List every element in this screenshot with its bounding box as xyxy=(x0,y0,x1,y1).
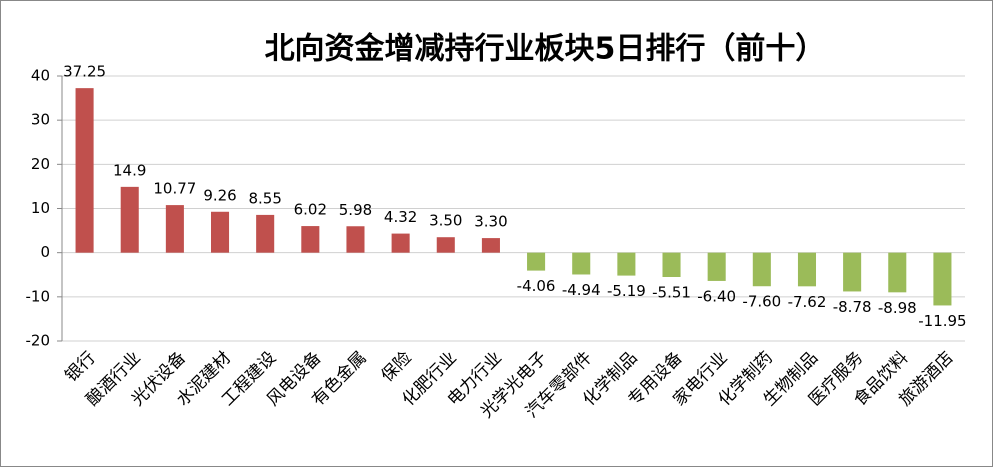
bar xyxy=(933,252,952,306)
bar xyxy=(346,226,365,253)
y-tick-label: 20 xyxy=(31,155,50,173)
y-tick-label: 40 xyxy=(31,67,50,85)
data-label: 6.02 xyxy=(294,201,327,219)
bar xyxy=(797,252,817,287)
bar xyxy=(617,252,636,276)
data-label: -5.19 xyxy=(607,282,646,300)
y-tick-label: 0 xyxy=(40,243,50,261)
data-label: 9.26 xyxy=(203,186,236,204)
bar xyxy=(527,252,546,271)
data-label: 10.77 xyxy=(153,180,196,198)
data-label: 8.55 xyxy=(248,189,281,207)
data-label: 3.30 xyxy=(474,213,507,231)
data-label: -4.06 xyxy=(517,277,556,295)
data-label: -7.60 xyxy=(742,293,781,311)
data-label: -4.94 xyxy=(562,281,601,299)
bar xyxy=(210,211,230,253)
data-label: 4.32 xyxy=(384,208,417,226)
data-label: -8.78 xyxy=(833,298,872,316)
data-label: -11.95 xyxy=(918,312,966,330)
data-label: 37.25 xyxy=(63,63,106,81)
y-tick-label: -20 xyxy=(26,332,51,350)
bar xyxy=(75,88,94,253)
bar xyxy=(888,252,907,293)
bar xyxy=(843,252,862,292)
bar xyxy=(707,252,726,281)
data-label: 3.50 xyxy=(429,212,462,230)
bar xyxy=(165,205,184,253)
bar xyxy=(256,214,275,253)
data-label: 5.98 xyxy=(339,201,372,219)
bar xyxy=(662,252,681,278)
bar xyxy=(301,226,320,253)
bar xyxy=(752,252,771,287)
data-label: -8.98 xyxy=(878,299,917,317)
chart-title: 北向资金增减持行业板块5日排行（前十） xyxy=(265,32,826,67)
data-label: -6.40 xyxy=(697,287,736,305)
data-label: 14.9 xyxy=(113,161,146,179)
bar xyxy=(481,238,500,253)
bar xyxy=(436,237,455,253)
y-tick-label: 10 xyxy=(31,199,50,217)
data-label: -7.62 xyxy=(788,293,827,311)
bar xyxy=(572,252,591,275)
data-label: -5.51 xyxy=(652,284,691,302)
y-tick-label: 30 xyxy=(31,111,50,129)
bar xyxy=(391,233,410,253)
y-tick-label: -10 xyxy=(26,287,51,305)
bar xyxy=(120,186,139,253)
